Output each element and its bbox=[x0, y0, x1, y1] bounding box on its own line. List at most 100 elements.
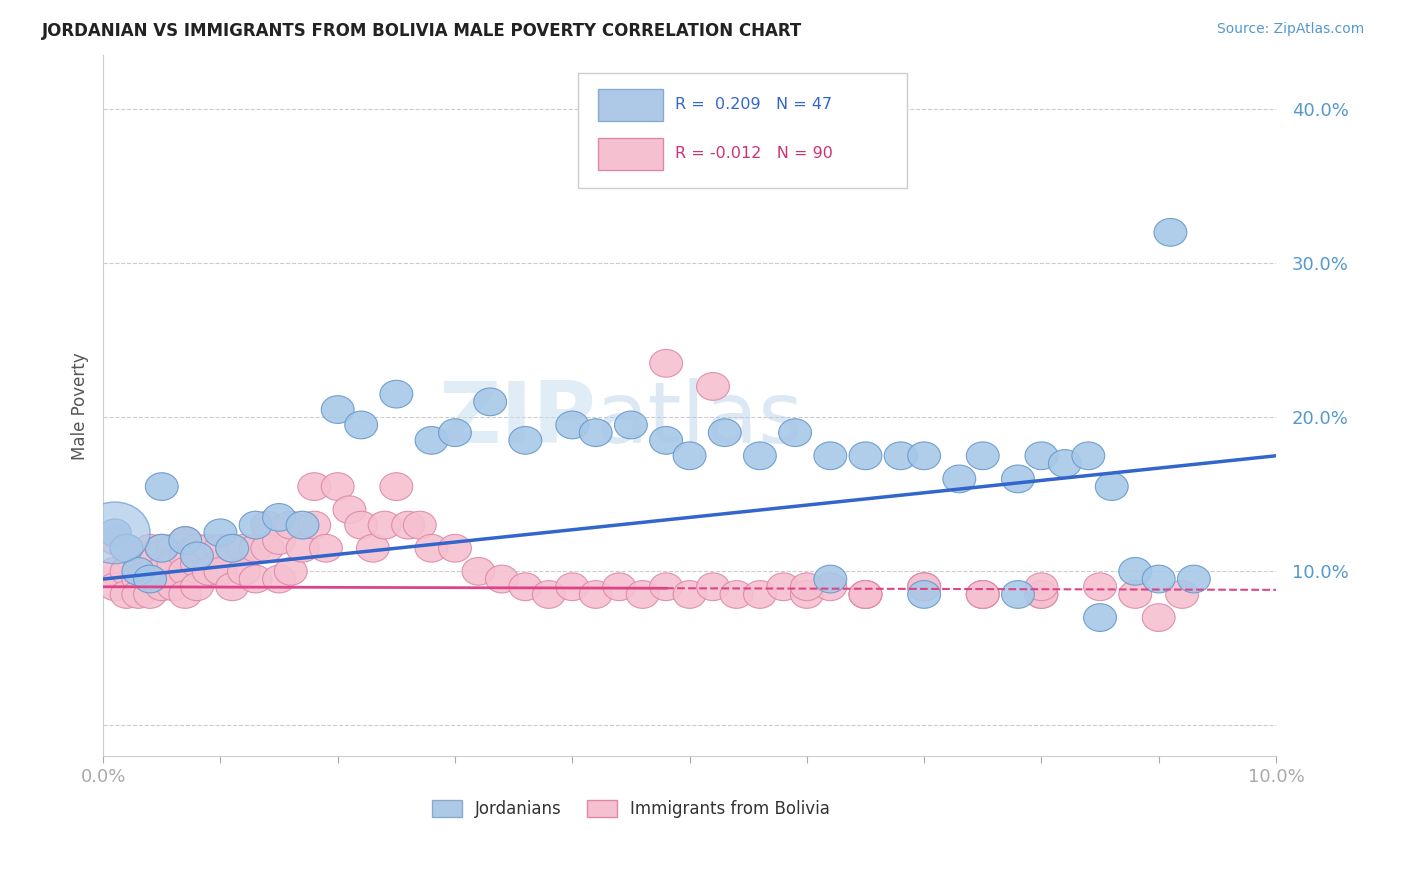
Ellipse shape bbox=[157, 549, 190, 577]
Ellipse shape bbox=[814, 566, 846, 593]
Ellipse shape bbox=[849, 581, 882, 608]
Ellipse shape bbox=[215, 534, 249, 562]
Ellipse shape bbox=[1025, 442, 1057, 470]
Ellipse shape bbox=[1049, 450, 1081, 477]
Ellipse shape bbox=[239, 534, 271, 562]
Ellipse shape bbox=[134, 566, 166, 593]
Ellipse shape bbox=[122, 558, 155, 585]
Ellipse shape bbox=[110, 558, 143, 585]
Ellipse shape bbox=[122, 566, 155, 593]
Ellipse shape bbox=[849, 581, 882, 608]
Ellipse shape bbox=[180, 542, 214, 570]
Ellipse shape bbox=[250, 511, 284, 539]
Ellipse shape bbox=[1142, 604, 1175, 632]
Ellipse shape bbox=[404, 511, 436, 539]
Ellipse shape bbox=[98, 558, 131, 585]
Ellipse shape bbox=[849, 442, 882, 470]
Ellipse shape bbox=[309, 534, 343, 562]
Ellipse shape bbox=[673, 442, 706, 470]
Ellipse shape bbox=[439, 534, 471, 562]
Ellipse shape bbox=[766, 573, 800, 600]
Ellipse shape bbox=[250, 534, 284, 562]
Ellipse shape bbox=[650, 426, 682, 454]
Text: atlas: atlas bbox=[596, 378, 804, 461]
Ellipse shape bbox=[157, 573, 190, 600]
Ellipse shape bbox=[357, 534, 389, 562]
Ellipse shape bbox=[790, 573, 824, 600]
Ellipse shape bbox=[215, 534, 249, 562]
Ellipse shape bbox=[1084, 573, 1116, 600]
Ellipse shape bbox=[344, 511, 378, 539]
Ellipse shape bbox=[966, 442, 1000, 470]
Ellipse shape bbox=[908, 573, 941, 600]
Ellipse shape bbox=[263, 566, 295, 593]
Text: R = -0.012   N = 90: R = -0.012 N = 90 bbox=[675, 146, 834, 161]
Ellipse shape bbox=[779, 419, 811, 447]
Ellipse shape bbox=[180, 534, 214, 562]
Ellipse shape bbox=[274, 511, 307, 539]
Text: ZIP: ZIP bbox=[439, 378, 596, 461]
Ellipse shape bbox=[333, 496, 366, 524]
Ellipse shape bbox=[380, 380, 413, 408]
Ellipse shape bbox=[239, 566, 271, 593]
Ellipse shape bbox=[415, 426, 449, 454]
Ellipse shape bbox=[650, 573, 682, 600]
Ellipse shape bbox=[263, 504, 295, 532]
Ellipse shape bbox=[169, 526, 201, 555]
Ellipse shape bbox=[943, 465, 976, 492]
Ellipse shape bbox=[1025, 581, 1057, 608]
Ellipse shape bbox=[193, 534, 225, 562]
Text: R =  0.209   N = 47: R = 0.209 N = 47 bbox=[675, 97, 832, 112]
Ellipse shape bbox=[180, 549, 214, 577]
Ellipse shape bbox=[98, 519, 131, 547]
Ellipse shape bbox=[322, 473, 354, 500]
Ellipse shape bbox=[555, 411, 589, 439]
Ellipse shape bbox=[98, 526, 131, 555]
Ellipse shape bbox=[509, 426, 541, 454]
Legend: Jordanians, Immigrants from Bolivia: Jordanians, Immigrants from Bolivia bbox=[425, 794, 837, 825]
Ellipse shape bbox=[579, 581, 612, 608]
Ellipse shape bbox=[908, 442, 941, 470]
Ellipse shape bbox=[415, 534, 449, 562]
Ellipse shape bbox=[1154, 219, 1187, 246]
FancyBboxPatch shape bbox=[578, 72, 907, 188]
Ellipse shape bbox=[368, 511, 401, 539]
Text: JORDANIAN VS IMMIGRANTS FROM BOLIVIA MALE POVERTY CORRELATION CHART: JORDANIAN VS IMMIGRANTS FROM BOLIVIA MAL… bbox=[42, 22, 803, 40]
Ellipse shape bbox=[263, 526, 295, 555]
Ellipse shape bbox=[157, 534, 190, 562]
Ellipse shape bbox=[134, 581, 166, 608]
Ellipse shape bbox=[1001, 581, 1035, 608]
FancyBboxPatch shape bbox=[598, 88, 662, 120]
Ellipse shape bbox=[814, 573, 846, 600]
Ellipse shape bbox=[344, 411, 378, 439]
Ellipse shape bbox=[392, 511, 425, 539]
Ellipse shape bbox=[849, 581, 882, 608]
Ellipse shape bbox=[98, 573, 131, 600]
Ellipse shape bbox=[215, 573, 249, 600]
Ellipse shape bbox=[744, 442, 776, 470]
Ellipse shape bbox=[298, 511, 330, 539]
Ellipse shape bbox=[204, 519, 236, 547]
Ellipse shape bbox=[650, 350, 682, 377]
Ellipse shape bbox=[204, 534, 236, 562]
Ellipse shape bbox=[696, 573, 730, 600]
Ellipse shape bbox=[169, 581, 201, 608]
Ellipse shape bbox=[380, 473, 413, 500]
Ellipse shape bbox=[1001, 465, 1035, 492]
Ellipse shape bbox=[1025, 581, 1057, 608]
Ellipse shape bbox=[966, 581, 1000, 608]
Ellipse shape bbox=[145, 558, 179, 585]
Ellipse shape bbox=[709, 419, 741, 447]
Ellipse shape bbox=[908, 573, 941, 600]
Ellipse shape bbox=[533, 581, 565, 608]
Ellipse shape bbox=[579, 419, 612, 447]
Ellipse shape bbox=[134, 549, 166, 577]
Ellipse shape bbox=[1119, 581, 1152, 608]
Ellipse shape bbox=[908, 573, 941, 600]
Ellipse shape bbox=[285, 534, 319, 562]
Ellipse shape bbox=[110, 534, 143, 562]
Ellipse shape bbox=[145, 534, 179, 562]
Ellipse shape bbox=[180, 573, 214, 600]
Ellipse shape bbox=[966, 581, 1000, 608]
Ellipse shape bbox=[169, 558, 201, 585]
